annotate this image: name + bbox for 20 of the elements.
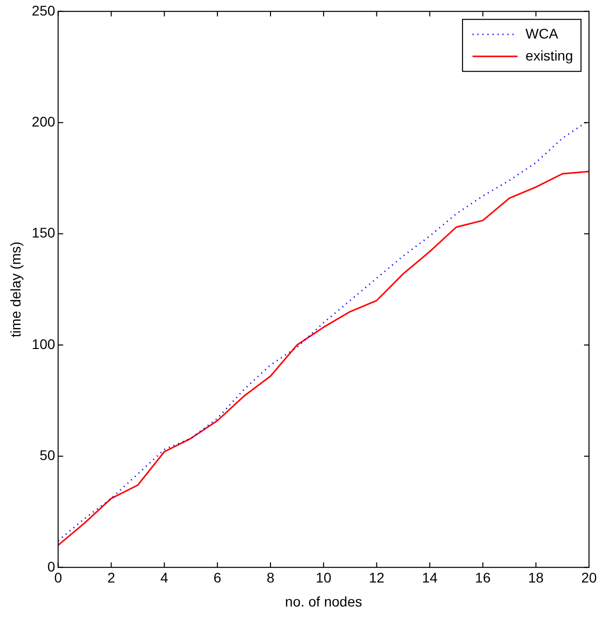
x-tick-label: 18 — [528, 570, 544, 586]
legend-label: WCA — [526, 25, 559, 42]
x-tick-label: 4 — [160, 570, 168, 586]
x-tick-label: 14 — [422, 570, 438, 586]
y-tick-label: 150 — [32, 224, 56, 241]
y-tick-label: 200 — [32, 113, 56, 130]
x-tick-label: 8 — [266, 570, 275, 586]
x-axis-title: no. of nodes — [285, 593, 362, 610]
x-tick-label: 10 — [316, 570, 332, 586]
y-tick-label: 0 — [47, 558, 56, 574]
x-tick-label: 6 — [214, 570, 222, 586]
y-tick-label: 50 — [40, 447, 56, 464]
legend-label: existing — [526, 47, 573, 64]
x-tick-label: 2 — [107, 570, 116, 586]
x-tick-label: 16 — [475, 570, 491, 586]
y-tick-label: 100 — [32, 336, 56, 352]
y-tick-label: 250 — [32, 2, 56, 18]
y-axis-title: time delay (ms) — [7, 242, 24, 338]
x-tick-label: 12 — [368, 570, 385, 586]
x-tick-label: 20 — [581, 570, 597, 586]
